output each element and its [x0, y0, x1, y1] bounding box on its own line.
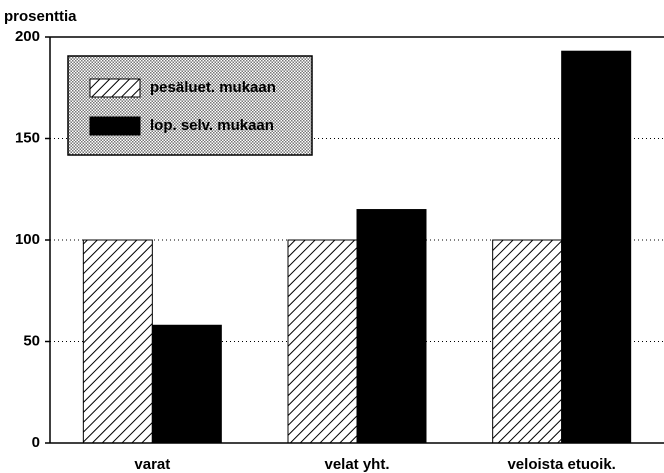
legend — [67, 55, 313, 156]
x-tick-label: velat yht. — [324, 456, 389, 473]
legend-label: lop. selv. mukaan — [150, 117, 274, 134]
x-tick-label: veloista etuoik. — [507, 456, 615, 473]
bar — [492, 239, 563, 444]
legend-swatch — [89, 116, 141, 136]
bar — [287, 239, 358, 444]
legend-label: pesäluet. mukaan — [150, 79, 276, 96]
y-axis-label: prosenttia — [4, 8, 77, 25]
y-tick-label: 200 — [15, 28, 40, 45]
y-tick-label: 150 — [15, 129, 40, 146]
y-tick-label: 100 — [15, 231, 40, 248]
bar — [561, 50, 632, 444]
y-tick-label: 0 — [32, 434, 40, 451]
bar — [151, 324, 222, 444]
x-tick-label: varat — [134, 456, 170, 473]
legend-swatch — [89, 78, 141, 98]
bar — [356, 209, 427, 444]
bar — [82, 239, 153, 444]
y-tick-label: 50 — [23, 332, 40, 349]
